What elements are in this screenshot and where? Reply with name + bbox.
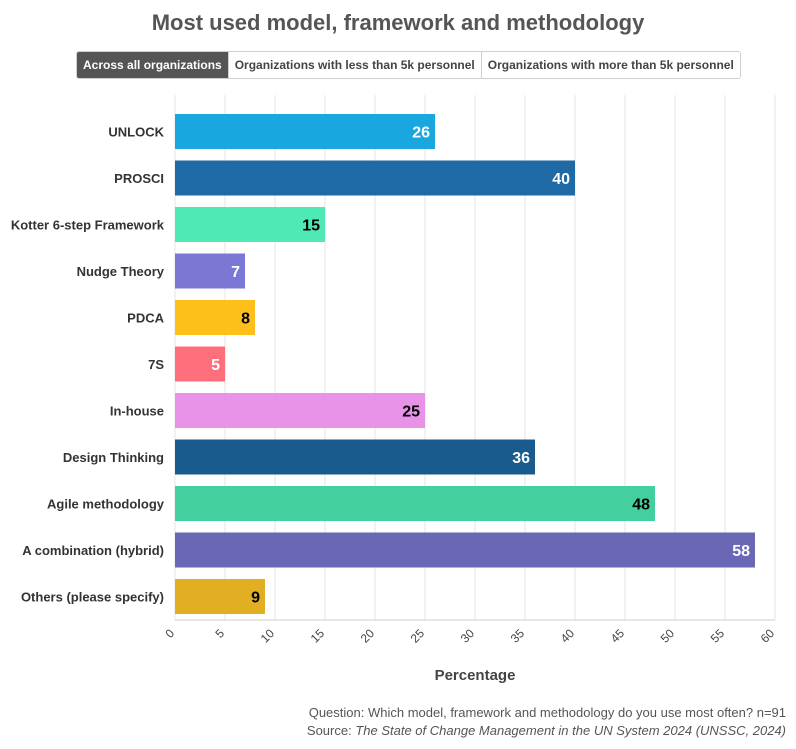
category-label: 7S	[148, 357, 164, 372]
category-label: Nudge Theory	[77, 264, 165, 279]
category-label: PDCA	[127, 311, 164, 326]
bar	[175, 114, 435, 149]
category-label: Others (please specify)	[21, 590, 164, 605]
source-note: Source: The State of Change Management i…	[307, 722, 786, 740]
source-prefix: Source:	[306, 723, 356, 738]
x-tick-label: 40	[558, 626, 578, 646]
bar	[175, 300, 255, 335]
filter-tabs: Across all organizations Organizations w…	[76, 51, 741, 79]
x-tick-label: 10	[258, 626, 278, 646]
bar	[175, 579, 265, 614]
data-label: 15	[302, 218, 320, 235]
x-tick-label: 55	[708, 626, 728, 646]
x-tick-label: 45	[608, 626, 628, 646]
data-label: 9	[251, 590, 260, 607]
bar	[175, 439, 535, 475]
data-label: 25	[402, 404, 420, 421]
bar	[175, 486, 655, 521]
tab-all-organizations[interactable]: Across all organizations	[77, 52, 228, 78]
data-label: 7	[231, 264, 240, 281]
data-label: 5	[211, 357, 220, 374]
category-label: A combination (hybrid)	[22, 543, 164, 558]
question-note: Question: Which model, framework and met…	[308, 705, 786, 720]
bar	[175, 207, 325, 242]
category-label: UNLOCK	[108, 125, 164, 140]
bar-chart: UNLOCK 26 PROSCI 40 Kotter 6-step Framework 1…	[11, 95, 778, 684]
category-label: Design Thinking	[63, 450, 164, 465]
x-tick-label: 20	[358, 626, 378, 646]
x-tick-label: 30	[458, 626, 478, 646]
bar	[175, 253, 245, 289]
tab-less-than-5k[interactable]: Organizations with less than 5k personne…	[227, 52, 481, 78]
x-tick-label: 50	[658, 626, 678, 646]
x-tick-label: 15	[308, 626, 328, 646]
x-tick-label: 5	[212, 626, 227, 641]
x-tick-label: 25	[408, 626, 428, 646]
data-label: 40	[552, 171, 570, 188]
bar	[175, 532, 755, 568]
tab-more-than-5k[interactable]: Organizations with more than 5k personne…	[480, 52, 740, 78]
category-label: Agile methodology	[47, 497, 165, 512]
data-label: 48	[632, 497, 650, 514]
chart-title: Most used model, framework and methodolo…	[151, 10, 645, 35]
data-label: 58	[732, 543, 750, 560]
data-label: 36	[512, 450, 530, 467]
chart-footer: Question: Which model, framework and met…	[307, 704, 786, 740]
category-label: PROSCI	[114, 171, 164, 186]
x-tick-label: 35	[508, 626, 528, 646]
x-tick-label: 60	[758, 626, 778, 646]
category-label: In-house	[110, 404, 164, 419]
data-label: 26	[412, 125, 430, 142]
data-label: 8	[241, 311, 250, 328]
bar	[175, 393, 425, 428]
bar	[175, 160, 575, 196]
source-title: The State of Change Management in the UN…	[355, 723, 786, 738]
x-tick-label: 0	[162, 626, 177, 641]
x-axis-title: Percentage	[435, 667, 516, 684]
bar	[175, 346, 225, 382]
category-label: Kotter 6-step Framework	[11, 218, 165, 233]
